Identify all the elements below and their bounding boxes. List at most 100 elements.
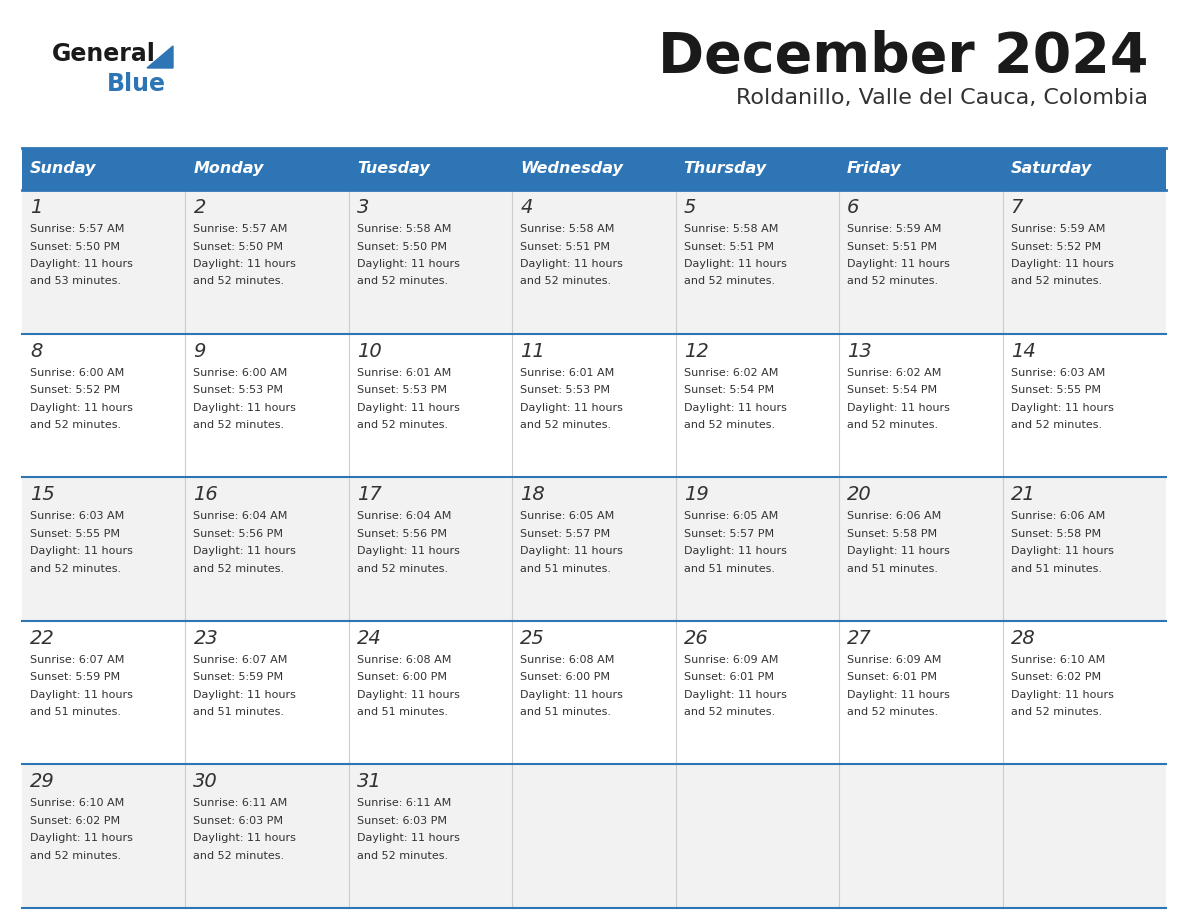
Text: 17: 17 — [356, 486, 381, 504]
Text: Sunset: 5:53 PM: Sunset: 5:53 PM — [356, 385, 447, 395]
Text: Daylight: 11 hours: Daylight: 11 hours — [194, 834, 296, 844]
Text: Daylight: 11 hours: Daylight: 11 hours — [1011, 689, 1113, 700]
Text: Daylight: 11 hours: Daylight: 11 hours — [520, 546, 624, 556]
Bar — [676, 148, 839, 190]
Text: Sunrise: 6:08 AM: Sunrise: 6:08 AM — [520, 655, 614, 665]
Text: Daylight: 11 hours: Daylight: 11 hours — [847, 259, 950, 269]
Text: and 51 minutes.: and 51 minutes. — [30, 707, 121, 717]
Text: Sunset: 5:52 PM: Sunset: 5:52 PM — [1011, 241, 1101, 252]
Text: and 52 minutes.: and 52 minutes. — [194, 420, 285, 431]
Text: and 52 minutes.: and 52 minutes. — [1011, 276, 1101, 286]
Text: Sunrise: 6:00 AM: Sunrise: 6:00 AM — [194, 367, 287, 377]
Text: Sunset: 6:02 PM: Sunset: 6:02 PM — [30, 816, 120, 826]
Text: Daylight: 11 hours: Daylight: 11 hours — [194, 546, 296, 556]
Text: and 52 minutes.: and 52 minutes. — [356, 420, 448, 431]
Text: Sunrise: 6:05 AM: Sunrise: 6:05 AM — [520, 511, 614, 521]
Text: Daylight: 11 hours: Daylight: 11 hours — [847, 546, 950, 556]
Text: Saturday: Saturday — [1011, 162, 1092, 176]
Text: Sunset: 5:50 PM: Sunset: 5:50 PM — [194, 241, 284, 252]
Text: Sunset: 6:00 PM: Sunset: 6:00 PM — [520, 672, 611, 682]
Text: 22: 22 — [30, 629, 55, 648]
Text: Daylight: 11 hours: Daylight: 11 hours — [356, 689, 460, 700]
Text: Sunrise: 6:08 AM: Sunrise: 6:08 AM — [356, 655, 451, 665]
Text: 14: 14 — [1011, 341, 1035, 361]
Text: Sunrise: 5:58 AM: Sunrise: 5:58 AM — [520, 224, 614, 234]
Text: Sunrise: 6:11 AM: Sunrise: 6:11 AM — [194, 799, 287, 809]
Text: and 52 minutes.: and 52 minutes. — [194, 564, 285, 574]
Text: Sunrise: 6:04 AM: Sunrise: 6:04 AM — [194, 511, 287, 521]
Text: and 53 minutes.: and 53 minutes. — [30, 276, 121, 286]
Text: Sunrise: 6:05 AM: Sunrise: 6:05 AM — [684, 511, 778, 521]
Text: Sunrise: 6:03 AM: Sunrise: 6:03 AM — [30, 511, 125, 521]
Text: Daylight: 11 hours: Daylight: 11 hours — [684, 689, 786, 700]
Text: Sunset: 5:51 PM: Sunset: 5:51 PM — [847, 241, 937, 252]
Text: Sunrise: 5:58 AM: Sunrise: 5:58 AM — [356, 224, 451, 234]
Text: Sunset: 5:55 PM: Sunset: 5:55 PM — [1011, 385, 1100, 395]
Text: and 51 minutes.: and 51 minutes. — [1011, 564, 1101, 574]
Text: Monday: Monday — [194, 162, 264, 176]
Text: Sunrise: 6:10 AM: Sunrise: 6:10 AM — [30, 799, 125, 809]
Text: and 51 minutes.: and 51 minutes. — [520, 707, 612, 717]
Text: and 52 minutes.: and 52 minutes. — [847, 707, 939, 717]
Text: 30: 30 — [194, 772, 219, 791]
Text: Wednesday: Wednesday — [520, 162, 624, 176]
Text: and 51 minutes.: and 51 minutes. — [684, 564, 775, 574]
Text: 15: 15 — [30, 486, 55, 504]
Text: Sunset: 6:01 PM: Sunset: 6:01 PM — [684, 672, 773, 682]
Text: Blue: Blue — [107, 72, 166, 96]
Text: Daylight: 11 hours: Daylight: 11 hours — [356, 403, 460, 412]
Text: Daylight: 11 hours: Daylight: 11 hours — [684, 259, 786, 269]
Text: General: General — [52, 42, 156, 66]
Text: 23: 23 — [194, 629, 219, 648]
Text: and 52 minutes.: and 52 minutes. — [684, 276, 775, 286]
Text: 25: 25 — [520, 629, 545, 648]
Text: Sunset: 5:51 PM: Sunset: 5:51 PM — [684, 241, 773, 252]
Text: Sunrise: 6:09 AM: Sunrise: 6:09 AM — [847, 655, 942, 665]
Text: Sunrise: 6:11 AM: Sunrise: 6:11 AM — [356, 799, 451, 809]
Text: Sunset: 5:54 PM: Sunset: 5:54 PM — [847, 385, 937, 395]
Text: Daylight: 11 hours: Daylight: 11 hours — [194, 403, 296, 412]
Text: Sunset: 5:59 PM: Sunset: 5:59 PM — [30, 672, 120, 682]
Bar — [23, 765, 1165, 908]
Text: Sunset: 5:53 PM: Sunset: 5:53 PM — [520, 385, 611, 395]
Text: Sunset: 5:57 PM: Sunset: 5:57 PM — [520, 529, 611, 539]
Text: 1: 1 — [30, 198, 43, 217]
Text: and 52 minutes.: and 52 minutes. — [520, 276, 612, 286]
Text: 24: 24 — [356, 629, 381, 648]
Text: Sunrise: 5:57 AM: Sunrise: 5:57 AM — [194, 224, 287, 234]
Bar — [23, 190, 1165, 333]
Text: Sunrise: 6:06 AM: Sunrise: 6:06 AM — [847, 511, 941, 521]
Text: Daylight: 11 hours: Daylight: 11 hours — [356, 834, 460, 844]
Bar — [512, 148, 676, 190]
Text: Daylight: 11 hours: Daylight: 11 hours — [194, 259, 296, 269]
Text: Daylight: 11 hours: Daylight: 11 hours — [1011, 546, 1113, 556]
Text: 28: 28 — [1011, 629, 1035, 648]
Text: Daylight: 11 hours: Daylight: 11 hours — [1011, 259, 1113, 269]
Text: Sunset: 5:53 PM: Sunset: 5:53 PM — [194, 385, 284, 395]
Text: 21: 21 — [1011, 486, 1035, 504]
Text: Sunrise: 5:57 AM: Sunrise: 5:57 AM — [30, 224, 125, 234]
Bar — [349, 148, 512, 190]
Text: Sunset: 5:59 PM: Sunset: 5:59 PM — [194, 672, 284, 682]
Text: 19: 19 — [684, 486, 708, 504]
Text: Sunset: 5:58 PM: Sunset: 5:58 PM — [1011, 529, 1101, 539]
Text: and 52 minutes.: and 52 minutes. — [30, 420, 121, 431]
Text: Thursday: Thursday — [684, 162, 766, 176]
Bar — [23, 148, 185, 190]
Text: and 52 minutes.: and 52 minutes. — [30, 851, 121, 861]
Text: Sunrise: 6:01 AM: Sunrise: 6:01 AM — [356, 367, 451, 377]
Bar — [23, 477, 1165, 621]
Text: Sunset: 5:57 PM: Sunset: 5:57 PM — [684, 529, 773, 539]
Text: and 52 minutes.: and 52 minutes. — [194, 851, 285, 861]
Text: Sunrise: 6:02 AM: Sunrise: 6:02 AM — [684, 367, 778, 377]
Polygon shape — [147, 46, 173, 68]
Text: Daylight: 11 hours: Daylight: 11 hours — [684, 403, 786, 412]
Text: Sunset: 6:00 PM: Sunset: 6:00 PM — [356, 672, 447, 682]
Text: Daylight: 11 hours: Daylight: 11 hours — [194, 689, 296, 700]
Text: 6: 6 — [847, 198, 859, 217]
Text: Sunset: 5:58 PM: Sunset: 5:58 PM — [847, 529, 937, 539]
Text: 16: 16 — [194, 486, 219, 504]
Text: Sunrise: 5:58 AM: Sunrise: 5:58 AM — [684, 224, 778, 234]
Text: 10: 10 — [356, 341, 381, 361]
Text: 31: 31 — [356, 772, 381, 791]
